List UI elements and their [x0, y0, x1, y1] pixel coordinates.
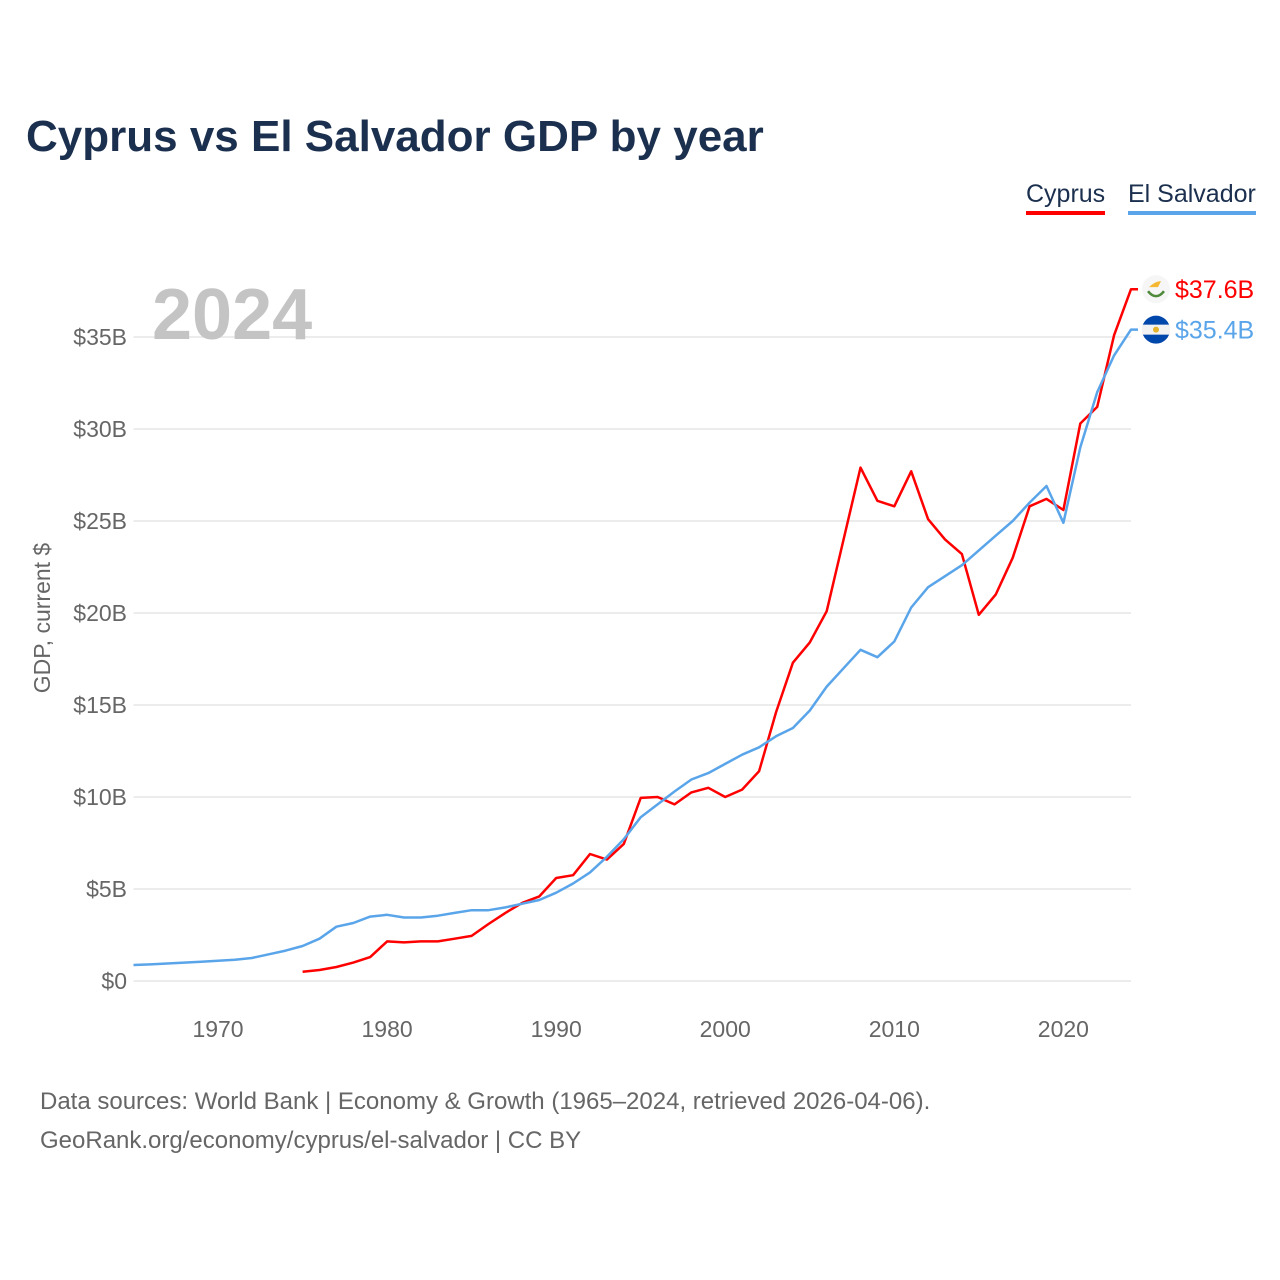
end-value-label: $35.4B: [1175, 317, 1254, 345]
cyprus-flag-icon: [1142, 275, 1170, 304]
x-tick-label: 1980: [362, 1016, 413, 1042]
y-tick-label: $25B: [73, 508, 127, 534]
x-tick-label: 1990: [531, 1016, 582, 1042]
y-tick-label: $20B: [73, 600, 127, 626]
y-tick-label: $10B: [73, 784, 127, 810]
legend-item-cyprus[interactable]: Cyprus: [1026, 180, 1106, 215]
y-tick-label: $35B: [73, 324, 127, 350]
legend-item-el-salvador[interactable]: El Salvador: [1128, 180, 1256, 215]
flag-emblem: [1153, 326, 1159, 333]
flag-olive-branches: [1147, 290, 1165, 298]
flag-island: [1149, 281, 1161, 288]
source-link[interactable]: GeoRank.org/economy/cyprus/el-salvador |…: [40, 1127, 582, 1154]
y-tick-label: $15B: [73, 692, 127, 718]
end-value-label: $37.6B: [1175, 276, 1254, 304]
y-tick-label: $0: [101, 968, 127, 994]
footer: Data sources: World Bank | Economy & Gro…: [40, 1082, 930, 1160]
year-watermark: 2024: [152, 275, 312, 355]
x-tick-label: 1970: [192, 1016, 243, 1042]
series-line-el-salvador: [133, 328, 1138, 967]
y-tick-label: $5B: [86, 876, 127, 902]
x-tick-label: 2010: [869, 1016, 920, 1042]
y-axis-label: GDP, current $: [29, 543, 55, 694]
flag-background: [1142, 275, 1170, 304]
data-sources: Data sources: World Bank | Economy & Gro…: [40, 1088, 931, 1115]
chart-title: Cyprus vs El Salvador GDP by year: [26, 112, 764, 161]
x-tick-label: 2000: [700, 1016, 751, 1042]
x-tick-label: 2020: [1038, 1016, 1089, 1042]
y-tick-label: $30B: [73, 416, 127, 442]
series-line-cyprus: [302, 287, 1138, 974]
el-salvador-flag-icon: [1142, 315, 1170, 344]
